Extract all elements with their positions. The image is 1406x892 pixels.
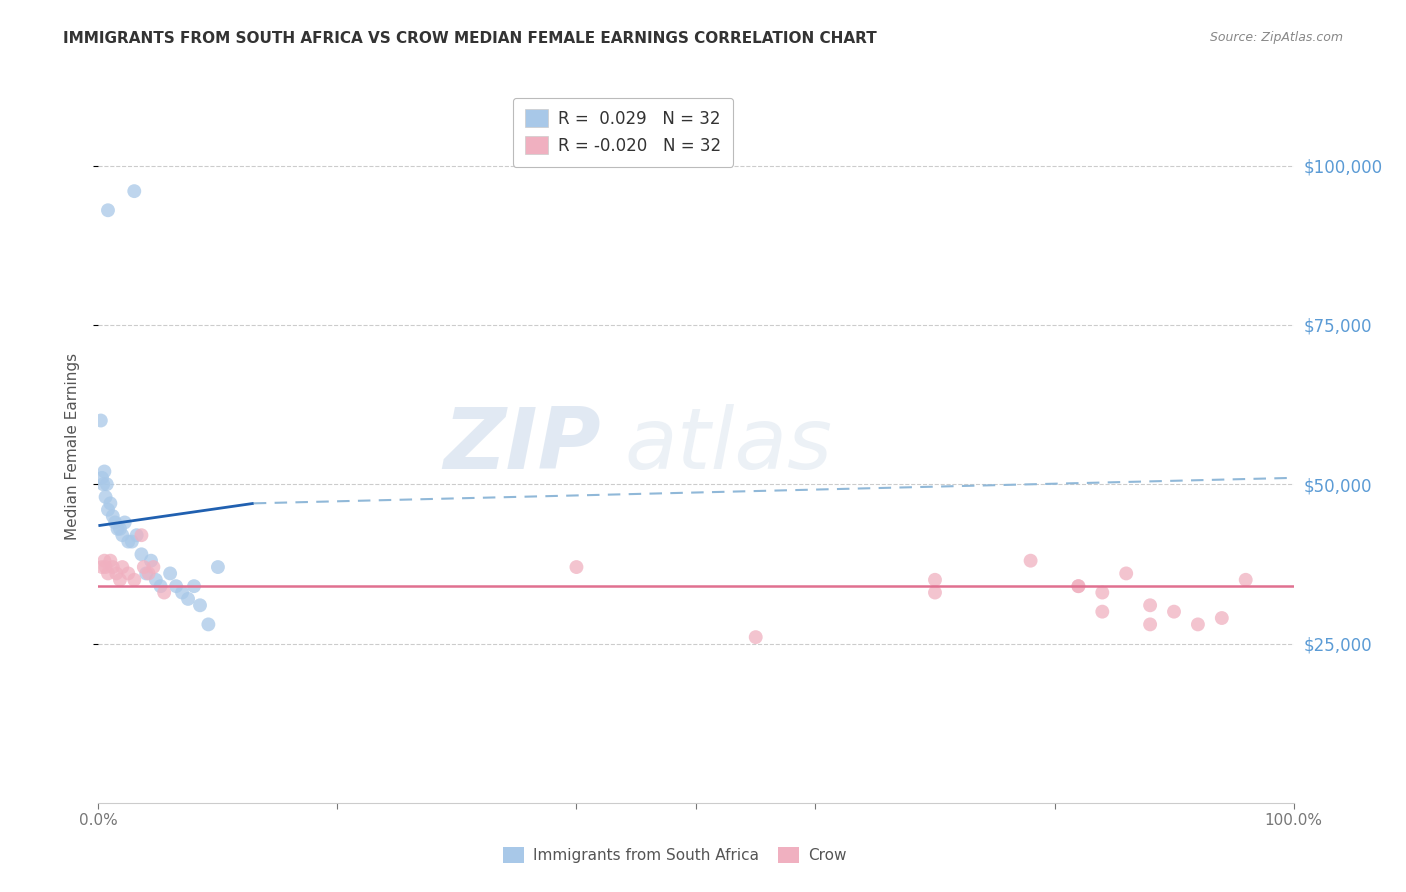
Point — [197, 617, 219, 632]
Point — [1091, 585, 1114, 599]
Point — [131, 547, 153, 561]
Point — [105, 566, 128, 581]
Point — [108, 573, 131, 587]
Point — [1163, 605, 1185, 619]
Point — [145, 573, 167, 587]
Point — [97, 502, 120, 516]
Point — [111, 560, 134, 574]
Point — [94, 560, 117, 574]
Point — [1019, 554, 1042, 568]
Legend: R =  0.029   N = 32, R = -0.020   N = 32: R = 0.029 N = 32, R = -0.020 N = 32 — [513, 97, 733, 167]
Point — [183, 579, 205, 593]
Point — [107, 522, 129, 536]
Point — [131, 528, 153, 542]
Point — [93, 465, 115, 479]
Point — [124, 573, 146, 587]
Point — [93, 554, 115, 568]
Point — [98, 496, 122, 510]
Point — [114, 516, 136, 530]
Point — [924, 585, 946, 599]
Point — [117, 566, 139, 581]
Text: Source: ZipAtlas.com: Source: ZipAtlas.com — [1209, 31, 1343, 45]
Legend: Immigrants from South Africa, Crow: Immigrants from South Africa, Crow — [495, 839, 855, 871]
Point — [142, 560, 165, 574]
Point — [1211, 611, 1233, 625]
Point — [104, 516, 127, 530]
Point — [90, 413, 112, 427]
Point — [108, 522, 131, 536]
Point — [177, 591, 200, 606]
Point — [117, 534, 139, 549]
Point — [1139, 617, 1161, 632]
Point — [101, 509, 124, 524]
Point — [97, 566, 120, 581]
Point — [565, 560, 588, 574]
Point — [153, 585, 176, 599]
Point — [91, 471, 114, 485]
Point — [207, 560, 229, 574]
Point — [188, 599, 211, 613]
Point — [1067, 579, 1090, 593]
Point — [1139, 599, 1161, 613]
Point — [1187, 617, 1209, 632]
Point — [138, 566, 160, 581]
Point — [165, 579, 187, 593]
Point — [1115, 566, 1137, 581]
Point — [159, 566, 181, 581]
Point — [745, 630, 768, 644]
Point — [1234, 573, 1257, 587]
Point — [172, 585, 194, 599]
Point — [111, 528, 134, 542]
Point — [124, 184, 146, 198]
Y-axis label: Median Female Earnings: Median Female Earnings — [65, 352, 80, 540]
Point — [91, 560, 114, 574]
Point — [121, 534, 143, 549]
Point — [1067, 579, 1090, 593]
Point — [94, 490, 117, 504]
Point — [139, 554, 162, 568]
Point — [149, 579, 172, 593]
Point — [924, 573, 946, 587]
Point — [125, 528, 148, 542]
Point — [1091, 605, 1114, 619]
Point — [97, 203, 120, 218]
Point — [98, 554, 122, 568]
Point — [132, 560, 155, 574]
Point — [101, 560, 124, 574]
Point — [135, 566, 157, 581]
Point — [96, 477, 118, 491]
Text: atlas: atlas — [624, 404, 832, 488]
Point — [91, 477, 114, 491]
Text: ZIP: ZIP — [443, 404, 600, 488]
Text: IMMIGRANTS FROM SOUTH AFRICA VS CROW MEDIAN FEMALE EARNINGS CORRELATION CHART: IMMIGRANTS FROM SOUTH AFRICA VS CROW MED… — [63, 31, 877, 46]
